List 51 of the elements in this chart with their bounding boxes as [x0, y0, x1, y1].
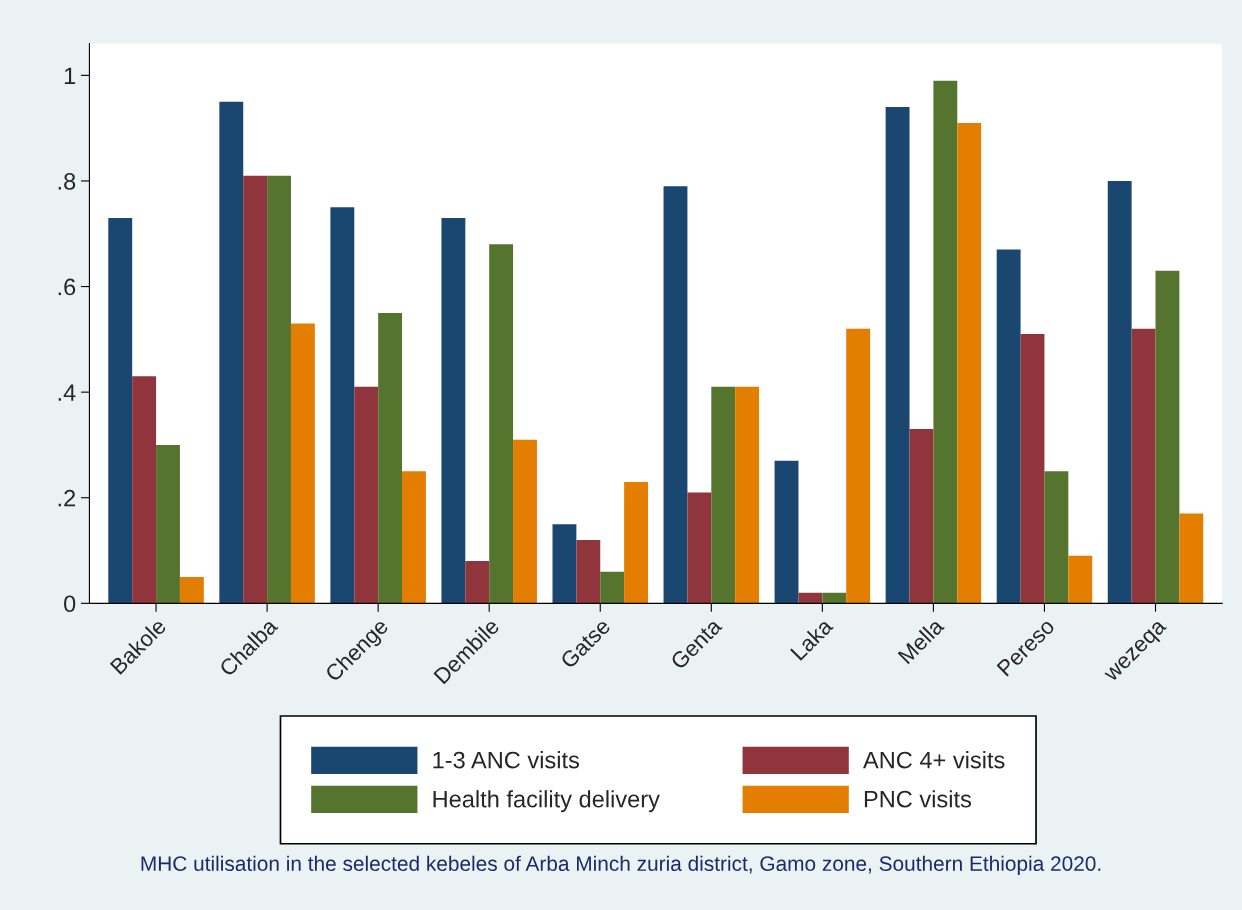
- legend-label: Health facility delivery: [433, 790, 660, 813]
- bar: [576, 539, 601, 604]
- y-tick-label: .4: [58, 384, 76, 401]
- bar: [132, 376, 157, 604]
- bar: [1179, 513, 1204, 604]
- bar: [267, 175, 291, 604]
- bar: [1044, 471, 1069, 604]
- bar: [822, 592, 847, 604]
- text: MHC utilisation in the selected kebeles of Arba Minch zuria district, Gamo zone, Southern Ethiopia 2020.: [141, 855, 1101, 876]
- bar: [1107, 180, 1132, 604]
- bar: [735, 386, 760, 604]
- bar: [290, 323, 315, 604]
- y-tick-label: 1: [64, 67, 76, 84]
- bar: [600, 571, 625, 604]
- bar: [489, 244, 514, 604]
- bar: [465, 561, 490, 604]
- bar: [378, 312, 403, 604]
- bar: [663, 186, 688, 604]
- bar: [243, 175, 268, 604]
- y-tick-label: .8: [58, 173, 76, 190]
- bar: [354, 386, 379, 604]
- bar: [957, 122, 982, 604]
- bar: [933, 80, 958, 604]
- bar: [1020, 334, 1045, 604]
- bar: [156, 444, 180, 604]
- bar: [552, 524, 577, 604]
- bar: [798, 592, 823, 604]
- bar: [774, 460, 799, 604]
- legend-label: 1-3 ANC visits: [433, 751, 580, 769]
- bar: [402, 471, 426, 604]
- bar: [219, 101, 244, 604]
- bar: [1131, 328, 1156, 604]
- y-tick-label: .6: [58, 278, 76, 296]
- legend-label: PNC visits: [864, 790, 971, 808]
- bar: [624, 481, 648, 604]
- y-tick-label: 0: [64, 595, 76, 613]
- bar: [441, 217, 466, 604]
- bar: [996, 249, 1021, 604]
- bar: [711, 386, 736, 604]
- bar: [179, 576, 204, 604]
- bar: [909, 429, 934, 604]
- bar: [1068, 555, 1093, 604]
- legend-label: ANC 4+ visits: [863, 751, 1005, 769]
- bar: [330, 207, 355, 604]
- bar: [885, 107, 910, 604]
- y-tick-label: .2: [58, 489, 76, 507]
- bar: [846, 328, 871, 604]
- bar: [108, 217, 133, 604]
- bar: [1155, 270, 1180, 604]
- bar: [687, 492, 712, 604]
- bar: [513, 439, 537, 604]
